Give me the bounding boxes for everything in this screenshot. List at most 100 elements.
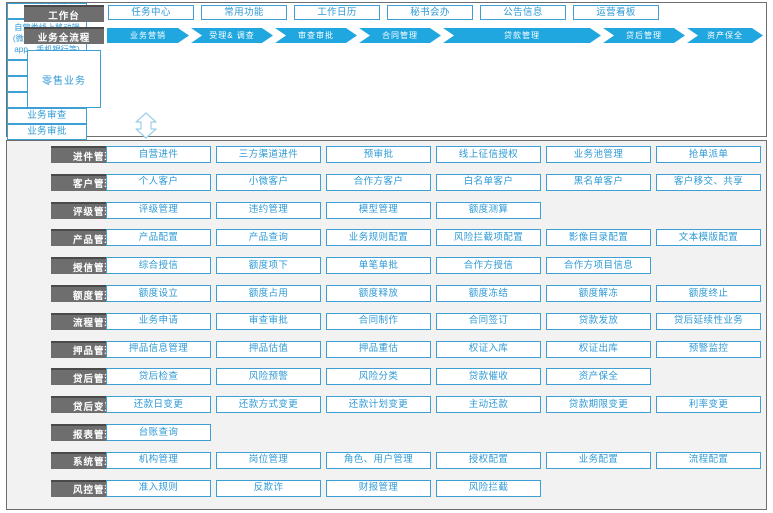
module-row: 风控管理 准入规则 反欺诈 财报管理 风险拦截: [7, 479, 766, 497]
module-item-6-1[interactable]: 额度设立: [106, 285, 211, 302]
module-item-6-5[interactable]: 额度解冻: [546, 285, 651, 302]
module-item-1-4[interactable]: 线上征信授权: [436, 146, 541, 163]
top-panel: 工作台 任务中心 常用功能 工作日历 秘书会办 公告信息 运营看板 业务全流程 业务营销 受理& …: [6, 2, 767, 428]
module-item-5-2[interactable]: 额度项下: [216, 257, 321, 275]
retail-business-label: 零售业务: [27, 50, 101, 108]
module-item-6-2[interactable]: 额度占用: [216, 285, 321, 302]
module-item-9-2[interactable]: 风险预警: [216, 368, 321, 386]
module-item-10-2[interactable]: 还款方式变更: [216, 396, 321, 414]
module-item-2-2[interactable]: 小微客户: [216, 173, 321, 191]
module-item-8-1[interactable]: 押品信息管理: [106, 340, 211, 358]
module-item-12-2[interactable]: 岗位管理: [216, 451, 321, 469]
module-row: 系统管理 机构管理 岗位管理 角色、用户管理 授权配置 业务配置 流程配置: [7, 451, 766, 469]
module-row: 进件管理 自营进件 三方渠道进件 预审批 线上征信授权 业务池管理 抢单派单: [7, 146, 766, 163]
module-item-4-1[interactable]: 产品配置: [106, 229, 211, 247]
module-item-3-4[interactable]: 额度测算: [436, 201, 541, 219]
module-item-5-3[interactable]: 单笔单批: [326, 257, 431, 275]
modules-panel: 进件管理 自营进件 三方渠道进件 预审批 线上征信授权 业务池管理 抢单派单 客户管理 个人客户…: [6, 140, 767, 510]
process-stage-1[interactable]: 业务营销: [107, 28, 189, 43]
process-stage-6[interactable]: 贷后管理: [603, 28, 685, 43]
module-item-7-3[interactable]: 合同制作: [326, 312, 431, 330]
module-item-6-6[interactable]: 额度终止: [656, 285, 761, 302]
module-row: 贷后变更 还款日变更 还款方式变更 还款计划变更 主动还款 贷款期限变更 利率变更: [7, 396, 766, 414]
module-item-7-6[interactable]: 贷后延续性业务: [656, 312, 761, 330]
module-item-12-6[interactable]: 流程配置: [656, 451, 761, 469]
module-item-13-4[interactable]: 风险拦截: [436, 479, 541, 497]
workbench-label: 工作台: [24, 5, 104, 22]
module-item-8-5[interactable]: 权证出库: [546, 340, 651, 358]
module-item-8-2[interactable]: 押品估值: [216, 340, 321, 358]
module-item-4-4[interactable]: 风险拦截项配置: [436, 229, 541, 247]
module-row: 额度管理 额度设立 额度占用 额度释放 额度冻结 额度解冻 额度终止: [7, 285, 766, 302]
module-item-5-1[interactable]: 综合授信: [106, 257, 211, 275]
workbench-item-5[interactable]: 公告信息: [480, 5, 566, 20]
module-item-3-3[interactable]: 模型管理: [326, 201, 431, 219]
module-item-10-5[interactable]: 贷款期限变更: [546, 396, 651, 414]
workbench-item-4[interactable]: 秘书会办: [387, 5, 473, 20]
module-row: 客户管理 个人客户 小微客户 合作方客户 白名单客户 黑名单客户 客户移交、共享: [7, 173, 766, 191]
module-item-12-4[interactable]: 授权配置: [436, 451, 541, 469]
module-row: 流程管理 业务申请 审查审批 合同制作 合同签订 贷款发放 贷后延续性业务: [7, 312, 766, 330]
top-grid: 工作台 任务中心 常用功能 工作日历 秘书会办 公告信息 运营看板 业务全流程 业务营销 受理& …: [7, 3, 766, 428]
module-row: 授信管理 综合授信 额度项下 单笔单批 合作方授信 合作方项目信息: [7, 257, 766, 275]
workbench-item-6[interactable]: 运营看板: [573, 5, 659, 20]
module-item-3-1[interactable]: 评级管理: [106, 201, 211, 219]
module-item-4-5[interactable]: 影像目录配置: [546, 229, 651, 247]
workbench-item-2[interactable]: 常用功能: [201, 5, 287, 20]
module-item-2-5[interactable]: 黑名单客户: [546, 173, 651, 191]
module-item-6-3[interactable]: 额度释放: [326, 285, 431, 302]
process-stage-4[interactable]: 合同管理: [359, 28, 441, 43]
module-row: 押品管理 押品信息管理 押品估值 押品重估 权证入库 权证出库 预警监控: [7, 340, 766, 358]
process-stage-3[interactable]: 审查审批: [275, 28, 357, 43]
module-item-12-1[interactable]: 机构管理: [106, 451, 211, 469]
module-item-13-3[interactable]: 财报管理: [326, 479, 431, 497]
module-item-9-3[interactable]: 风险分类: [326, 368, 431, 386]
module-item-13-1[interactable]: 准入规则: [106, 479, 211, 497]
module-item-2-4[interactable]: 白名单客户: [436, 173, 541, 191]
module-item-7-1[interactable]: 业务申请: [106, 312, 211, 330]
process-stage-7[interactable]: 资产保全: [687, 28, 763, 43]
module-item-4-2[interactable]: 产品查询: [216, 229, 321, 247]
module-item-1-5[interactable]: 业务池管理: [546, 146, 651, 163]
module-item-9-1[interactable]: 贷后检查: [106, 368, 211, 386]
module-item-12-3[interactable]: 角色、用户管理: [326, 451, 431, 469]
module-item-1-1[interactable]: 自营进件: [106, 146, 211, 163]
module-item-1-2[interactable]: 三方渠道进件: [216, 146, 321, 163]
module-item-6-4[interactable]: 额度冻结: [436, 285, 541, 302]
module-item-7-5[interactable]: 贷款发放: [546, 312, 651, 330]
module-item-3-2[interactable]: 违约管理: [216, 201, 321, 219]
module-item-10-1[interactable]: 还款日变更: [106, 396, 211, 414]
process-stage-2[interactable]: 受理& 调查: [191, 28, 273, 43]
workbench-item-1[interactable]: 任务中心: [108, 5, 194, 20]
module-item-7-2[interactable]: 审查审批: [216, 312, 321, 330]
module-item-5-5[interactable]: 合作方项目信息: [546, 257, 651, 275]
module-item-10-4[interactable]: 主动还款: [436, 396, 541, 414]
retail-item-3-2[interactable]: 业务审批: [7, 124, 87, 140]
module-item-8-4[interactable]: 权证入库: [436, 340, 541, 358]
module-item-8-6[interactable]: 预警监控: [656, 340, 761, 358]
module-item-2-6[interactable]: 客户移交、共享: [656, 173, 761, 191]
module-item-1-6[interactable]: 抢单派单: [656, 146, 761, 163]
retail-item-3-1[interactable]: 业务审查: [7, 108, 87, 124]
module-item-9-4[interactable]: 贷款催收: [436, 368, 541, 386]
module-row: 评级管理 评级管理 违约管理 模型管理 额度测算: [7, 201, 766, 219]
module-item-11-1[interactable]: 台账查询: [106, 424, 211, 441]
module-item-4-3[interactable]: 业务规则配置: [326, 229, 431, 247]
process-stage-5[interactable]: 贷款管理: [443, 28, 601, 43]
module-item-5-4[interactable]: 合作方授信: [436, 257, 541, 275]
modules-rows: 进件管理 自营进件 三方渠道进件 预审批 线上征信授权 业务池管理 抢单派单 客户管理 个人客户…: [7, 141, 766, 509]
workbench-item-3[interactable]: 工作日历: [294, 5, 380, 20]
module-item-1-3[interactable]: 预审批: [326, 146, 431, 163]
module-item-10-3[interactable]: 还款计划变更: [326, 396, 431, 414]
module-item-7-4[interactable]: 合同签订: [436, 312, 541, 330]
module-item-13-2[interactable]: 反欺诈: [216, 479, 321, 497]
module-item-2-3[interactable]: 合作方客户: [326, 173, 431, 191]
module-item-9-5[interactable]: 资产保全: [546, 368, 651, 386]
double-arrow-icon: [135, 112, 157, 139]
module-item-12-5[interactable]: 业务配置: [546, 451, 651, 469]
module-item-8-3[interactable]: 押品重估: [326, 340, 431, 358]
module-item-2-1[interactable]: 个人客户: [106, 173, 211, 191]
module-item-10-6[interactable]: 利率变更: [656, 396, 761, 414]
module-item-4-6[interactable]: 文本模版配置: [656, 229, 761, 247]
